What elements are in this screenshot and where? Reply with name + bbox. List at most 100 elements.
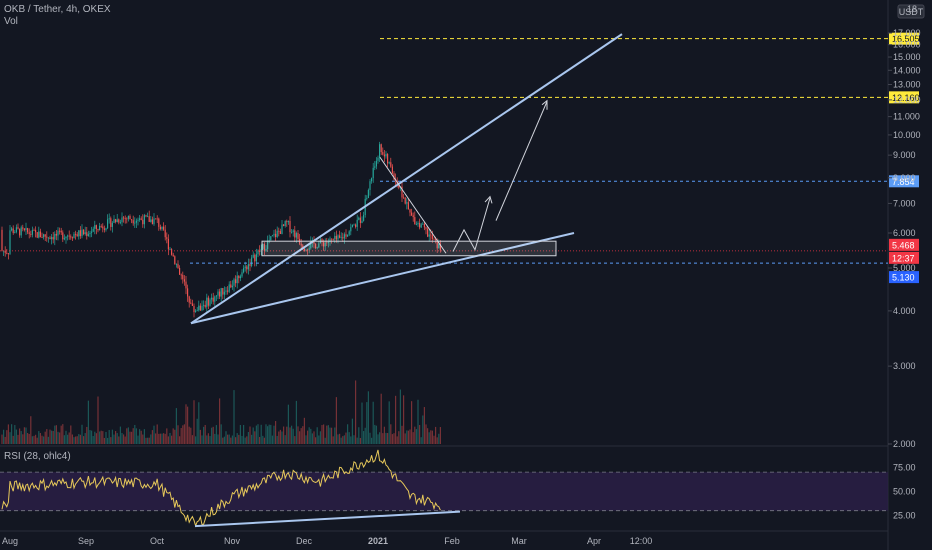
- volume-bar: [15, 429, 17, 444]
- currency-badge[interactable]: USDT: [897, 4, 925, 19]
- volume-bar: [175, 408, 177, 444]
- volume-bar: [12, 435, 14, 444]
- candle-body: [22, 227, 24, 229]
- volume-bar: [86, 426, 88, 444]
- volume-bar: [43, 436, 45, 444]
- volume-bar: [123, 434, 125, 444]
- volume-bar: [278, 431, 280, 444]
- candle-body: [278, 230, 280, 232]
- volume-bar: [99, 431, 101, 444]
- time-tick-label: Oct: [150, 536, 165, 546]
- volume-bar: [284, 435, 286, 444]
- volume-bar: [343, 435, 345, 444]
- volume-bar: [30, 416, 32, 444]
- volume-bar: [267, 426, 269, 444]
- volume-bar: [220, 424, 222, 444]
- candle-body: [393, 173, 395, 180]
- volume-bar: [209, 436, 211, 444]
- candle-body: [324, 242, 326, 247]
- candle-body: [20, 227, 22, 236]
- volume-bar: [239, 424, 241, 444]
- candle-body: [164, 229, 166, 238]
- volume-bar: [14, 425, 16, 444]
- candle-body: [307, 249, 309, 251]
- volume-bar: [231, 435, 233, 444]
- descending-trendline[interactable]: [379, 157, 447, 254]
- volume-bar: [385, 432, 387, 444]
- candle-body: [251, 257, 253, 266]
- candle-body: [54, 233, 56, 240]
- volume-bar: [364, 427, 366, 444]
- candle-body: [180, 274, 182, 276]
- candle-body: [244, 266, 246, 269]
- volume-bar: [107, 437, 109, 444]
- volume-bar: [177, 425, 179, 444]
- candle-body: [36, 232, 38, 238]
- volume-bar: [65, 430, 67, 444]
- volume-bar: [142, 434, 144, 444]
- volume-bar: [206, 435, 208, 444]
- volume-bar: [348, 432, 350, 444]
- candle-body: [401, 186, 403, 198]
- volume-bar: [67, 434, 69, 444]
- candle-body: [270, 236, 272, 241]
- candle-body: [198, 305, 200, 311]
- candle-body: [407, 202, 409, 210]
- candle-body: [225, 290, 227, 292]
- volume-bar: [129, 431, 131, 444]
- volume-bar: [27, 432, 29, 444]
- volume-bar: [403, 395, 405, 444]
- volume-bar: [163, 433, 165, 444]
- candle-body: [409, 209, 411, 213]
- wedge-lower-trendline[interactable]: [190, 232, 575, 325]
- volume-bar: [191, 435, 193, 444]
- volume-bar: [388, 401, 390, 444]
- price-tick-label: 10.000: [893, 130, 921, 140]
- time-tick-label: Apr: [587, 536, 601, 546]
- price-tick-label: 11.000: [893, 112, 920, 122]
- projection-arrowhead: [541, 99, 548, 110]
- volume-bar: [11, 424, 13, 444]
- volume-bar: [279, 429, 281, 444]
- candle-body: [257, 250, 259, 255]
- candle-body: [233, 279, 235, 286]
- candle-body: [100, 225, 102, 227]
- volume-bar: [127, 427, 129, 444]
- candle-body: [188, 296, 190, 303]
- wedge-upper-trendline[interactable]: [190, 33, 623, 325]
- volume-bar: [195, 436, 197, 444]
- volume-bar: [193, 400, 195, 444]
- candle-body: [153, 218, 155, 225]
- candles: [1, 141, 441, 318]
- support-zone-rectangle[interactable]: [261, 240, 557, 257]
- candle-body: [337, 235, 339, 240]
- price-tick-label: 3.000: [893, 361, 916, 371]
- candle-body: [355, 224, 357, 227]
- drawings[interactable]: [190, 33, 623, 325]
- candle-body: [33, 230, 35, 231]
- volume-bar: [327, 425, 329, 444]
- candle-body: [315, 243, 317, 249]
- volume-bar: [139, 429, 141, 444]
- volume-bar: [390, 424, 392, 444]
- volume-bar: [367, 391, 369, 444]
- candle-body: [209, 299, 211, 306]
- volume-bar: [340, 437, 342, 444]
- candle-body: [196, 310, 198, 312]
- volume-bar: [121, 432, 123, 444]
- volume-bar: [150, 434, 152, 444]
- candle-body: [275, 233, 277, 238]
- projection-arrow[interactable]: [495, 101, 548, 221]
- price-tick-label: 5.000: [893, 263, 916, 273]
- candle-body: [9, 230, 11, 254]
- candle-body: [279, 231, 281, 234]
- candle-body: [89, 232, 91, 235]
- projected-path[interactable]: [452, 197, 491, 252]
- candle-body: [177, 263, 179, 269]
- volume-bar: [361, 402, 363, 444]
- volume-bar: [435, 426, 437, 444]
- candle-body: [406, 202, 408, 204]
- candle-body: [71, 237, 73, 239]
- rsi-support-trendline[interactable]: [194, 510, 461, 528]
